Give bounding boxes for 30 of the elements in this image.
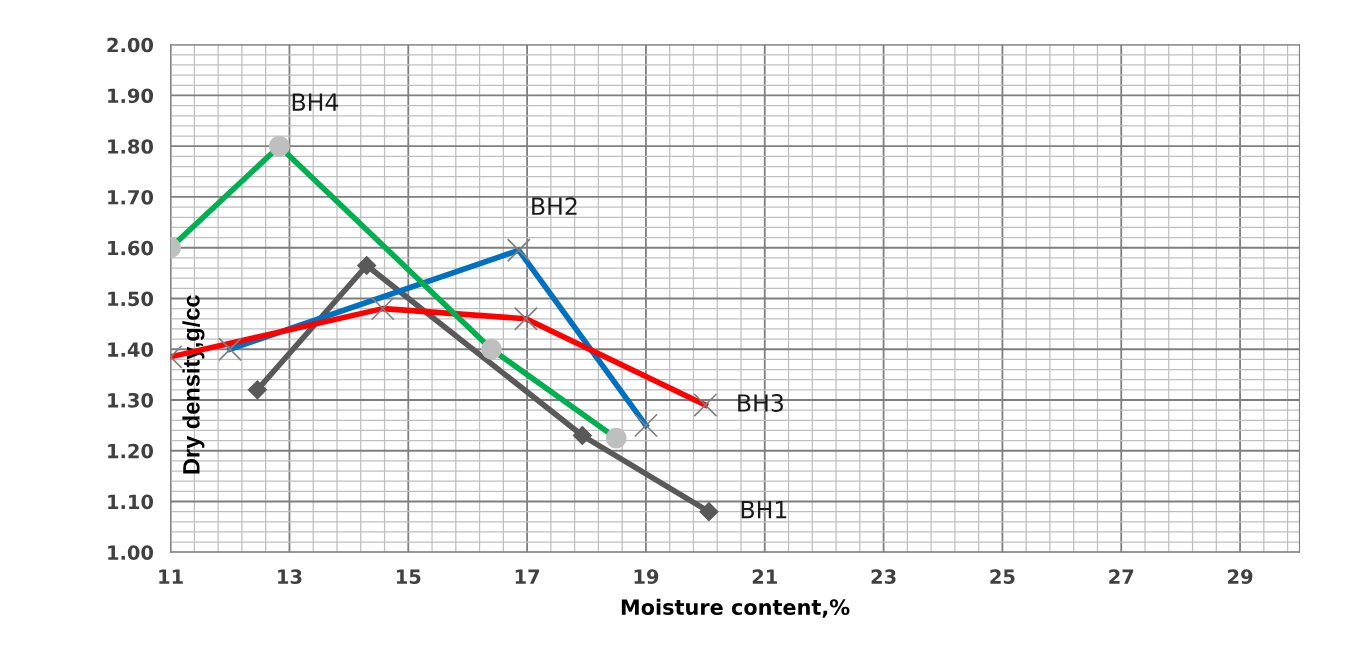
y-tick-label: 1.00 [108, 545, 154, 560]
y-tick-label: 1.20 [108, 443, 154, 459]
y-tick-label: 1.10 [108, 494, 154, 510]
point [357, 255, 377, 276]
x-tick-label: 15 [396, 569, 421, 584]
y-tick-label: 1.40 [108, 342, 154, 357]
x-tick-label: 23 [871, 569, 896, 584]
x-tick-label: 27 [1109, 569, 1134, 584]
y-axis-title: Dry density,g/cc [182, 295, 205, 474]
y-tick-label: 1.30 [108, 392, 154, 408]
x-axis-title: Moisture content,% [621, 598, 850, 618]
x-tick-label: 13 [278, 569, 302, 584]
annotation: BH1 [741, 500, 787, 519]
y-tick-label: 1.60 [108, 240, 154, 256]
x-tick-label: 29 [1228, 569, 1253, 584]
y-tick-label: 1.50 [108, 291, 154, 307]
point [699, 502, 719, 522]
y-tick-label: 1.70 [108, 189, 154, 205]
point [247, 380, 267, 400]
y-tick-label: 1.90 [108, 88, 154, 104]
y-tick-label: 1.80 [108, 139, 154, 154]
x-tick-label: 19 [634, 569, 659, 584]
x-tick-label: 17 [515, 569, 540, 584]
annotation: BH2 [532, 197, 577, 215]
annotation: BH4 [292, 93, 339, 111]
y-tick-label: 2.00 [107, 37, 154, 53]
x-tick-label: 25 [990, 569, 1015, 584]
point [572, 425, 592, 446]
x-tick-label: 11 [159, 569, 183, 584]
x-tick-label: 21 [752, 569, 777, 584]
